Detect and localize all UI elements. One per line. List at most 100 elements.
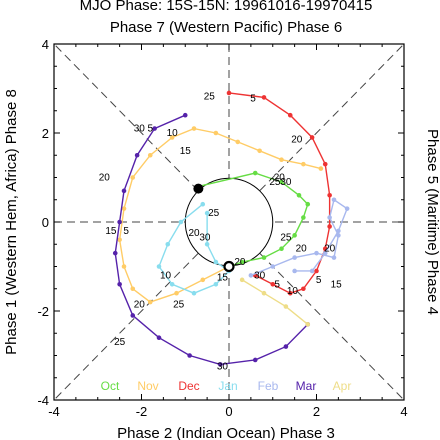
data-point-nov: [191, 126, 197, 131]
day-label: 25: [204, 92, 216, 103]
day-label: 20: [291, 135, 303, 146]
legend-item-apr: Apr: [333, 379, 352, 393]
data-point-jan: [213, 259, 219, 265]
series-line-apr: [241, 279, 309, 325]
day-label: 10: [160, 270, 172, 281]
day-label: 30: [280, 177, 292, 188]
data-point-jan: [156, 264, 162, 269]
data-point-jan: [204, 210, 210, 216]
data-point-feb: [344, 206, 350, 211]
data-point-oct: [261, 255, 267, 260]
phase-divider-diagonal: [53, 253, 199, 401]
data-point-nov: [257, 148, 262, 154]
x-tick-label: -2: [136, 404, 148, 419]
data-point-dec: [309, 135, 315, 140]
series-line-mar: [114, 114, 309, 366]
data-point-nov: [147, 152, 153, 158]
day-label: 20: [188, 228, 200, 239]
data-point-mar: [152, 126, 157, 131]
day-label: 25: [208, 208, 220, 219]
data-point-dec: [287, 112, 293, 118]
data-point-oct: [279, 179, 284, 185]
phase-divider-diagonal: [259, 253, 405, 401]
data-point-feb: [270, 264, 276, 269]
day-label: 15: [217, 273, 229, 284]
x-tick-label: 4: [400, 404, 407, 419]
legend: Oct Nov Dec Jan Feb Mar Apr: [101, 379, 352, 393]
data-point-dec: [322, 161, 328, 167]
data-point-nov: [147, 299, 153, 305]
data-point-mar: [156, 335, 162, 341]
x-tick-label: -4: [48, 404, 60, 419]
y-tick-label: 2: [42, 126, 49, 141]
data-point-mar: [187, 353, 192, 358]
day-label: 20: [274, 173, 286, 184]
data-point-apr: [305, 322, 311, 327]
data-point-dec: [327, 224, 332, 229]
x-tick-label: 2: [313, 404, 320, 419]
data-point-feb: [292, 268, 297, 274]
day-label: 30: [254, 270, 266, 281]
bottom-phase-label: Phase 2 (Indian Ocean) Phase 3: [117, 425, 335, 440]
data-point-dec: [301, 286, 306, 292]
data-point-nov: [318, 166, 324, 171]
data-point-jan: [178, 219, 184, 225]
end-marker: [223, 260, 235, 273]
data-point-feb: [292, 255, 297, 260]
day-label: 5: [250, 93, 256, 104]
legend-item-jan: Jan: [218, 379, 237, 393]
data-point-mar: [130, 313, 136, 318]
data-point-oct: [301, 215, 306, 220]
data-point-oct: [292, 233, 297, 238]
data-point-feb: [336, 233, 341, 238]
data-point-nov: [169, 135, 175, 140]
legend-item-oct: Oct: [101, 379, 120, 393]
data-point-jan: [213, 282, 219, 287]
series-layer: [112, 90, 350, 367]
legend-item-feb: Feb: [258, 379, 279, 393]
data-point-mar: [117, 282, 122, 287]
data-point-oct: [252, 170, 258, 176]
data-point-oct: [296, 193, 302, 198]
data-point-mar: [217, 362, 223, 367]
data-point-mar: [283, 344, 289, 349]
data-point-oct: [239, 259, 245, 265]
data-point-apr: [261, 290, 267, 296]
data-point-nov: [130, 286, 136, 292]
data-point-feb: [248, 273, 254, 278]
data-point-oct: [279, 246, 284, 251]
chart-title: MJO Phase: 15S-15N: 19961016-19970415: [80, 0, 373, 14]
data-point-feb: [336, 228, 341, 234]
phase-divider-diagonal: [259, 43, 405, 191]
data-point-feb: [331, 255, 337, 260]
data-point-dec: [327, 193, 332, 198]
data-point-dec: [270, 282, 276, 287]
day-label: 30: [134, 124, 146, 135]
day-label: 20: [134, 299, 146, 310]
data-point-jan: [169, 282, 175, 287]
data-point-mar: [182, 112, 188, 118]
day-label: 20: [296, 244, 308, 255]
day-label: 10: [167, 128, 179, 139]
day-label: 15: [331, 279, 343, 290]
day-label: 15: [105, 226, 117, 237]
day-label: 30: [199, 233, 211, 244]
data-point-feb: [322, 250, 328, 256]
y-tick-label: -4: [37, 393, 49, 408]
day-label: 20: [99, 173, 111, 184]
day-label: 5: [316, 275, 322, 286]
phase-divider-diagonal: [53, 43, 199, 191]
data-point-nov: [235, 139, 241, 145]
data-point-mar: [112, 250, 118, 256]
data-point-nov: [130, 175, 136, 180]
data-point-jan: [165, 241, 171, 247]
day-label: 20: [324, 244, 336, 255]
data-point-jan: [191, 290, 197, 296]
day-label: 10: [287, 286, 299, 297]
legend-item-nov: Nov: [137, 379, 158, 393]
day-label: 5: [274, 279, 280, 290]
top-phase-label: Phase 7 (Western Pacific) Phase 6: [110, 19, 342, 36]
data-point-apr: [283, 304, 289, 309]
